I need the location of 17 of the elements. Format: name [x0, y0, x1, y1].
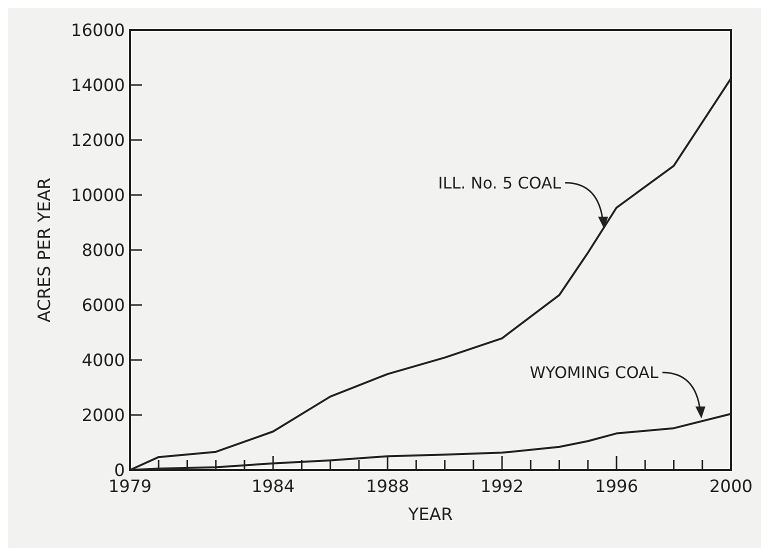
y-tick-label: 4000 [82, 350, 125, 371]
y-tick-label: 6000 [82, 296, 125, 316]
x-axis-title: YEAR [407, 505, 453, 525]
x-tick-label: 1996 [594, 477, 638, 497]
x-tick-label: 1992 [480, 477, 524, 497]
annotation: WYOMING COAL [530, 363, 658, 382]
y-tick-label: 14000 [70, 76, 125, 96]
annotation: ILL. No. 5 COAL [438, 173, 562, 192]
y-tick-label: 16000 [70, 20, 125, 41]
y-tick-label: 8000 [82, 240, 125, 261]
x-tick-label: 1988 [366, 477, 410, 497]
x-tick-label: 2000 [709, 477, 753, 497]
y-tick-label: 2000 [82, 406, 125, 426]
y-tick-label: 10000 [70, 186, 125, 206]
x-tick-label: 1984 [251, 477, 295, 497]
y-axis-title: ACRES PER YEAR [35, 177, 55, 322]
y-tick-label: 12000 [70, 130, 125, 151]
